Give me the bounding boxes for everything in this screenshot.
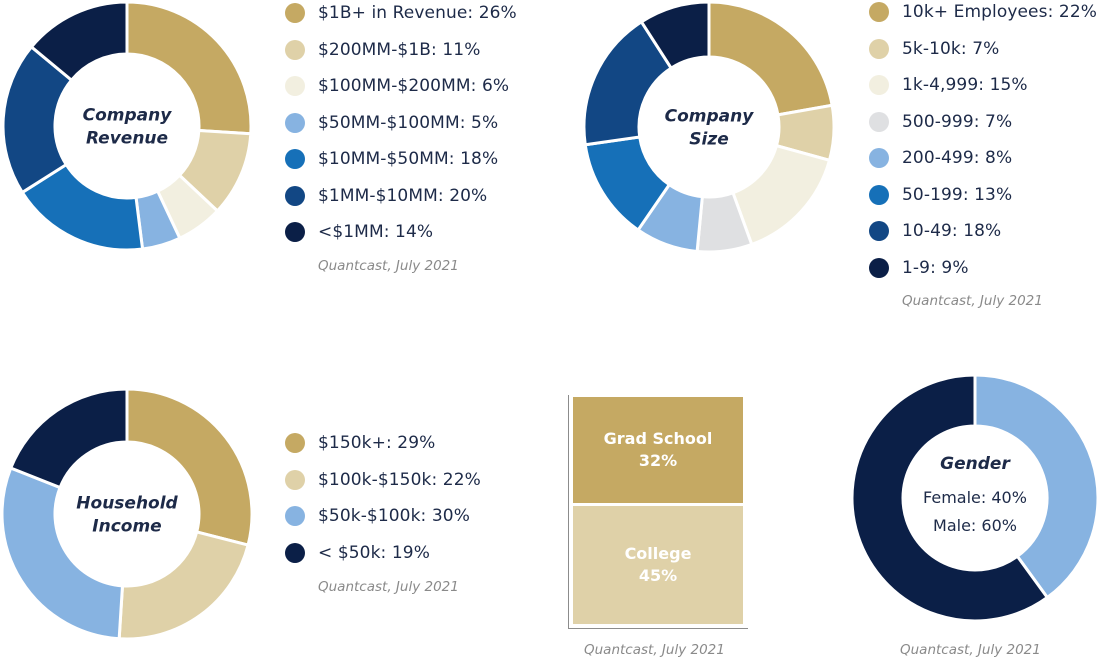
legend-item: $200MM-$1B: 11%	[285, 32, 517, 69]
education-bar-segment: College 45%	[573, 506, 743, 624]
legend-swatch	[869, 148, 889, 169]
legend-swatch	[285, 112, 305, 133]
legend-label: $50k-$100k: 30%	[318, 506, 470, 527]
legend-label: 500-999: 7%	[902, 111, 1013, 132]
household-income-donut: Household Income	[0, 387, 254, 641]
legend-swatch	[285, 3, 305, 24]
donut-center-title: Household	[76, 494, 178, 514]
household-income-source: Quantcast, July 2021	[318, 579, 459, 595]
legend-swatch	[869, 111, 889, 132]
education-segment-value: 32%	[638, 451, 678, 470]
legend-item: 5k-10k: 7%	[869, 31, 1097, 68]
legend-label: 5k-10k: 7%	[902, 38, 1000, 59]
education-segment-name: Grad School	[603, 429, 713, 448]
donut-center-title: Revenue	[86, 129, 168, 149]
legend-swatch	[285, 185, 305, 206]
company-revenue-donut: Company Revenue	[1, 0, 253, 252]
education-source: Quantcast, July 2021	[584, 642, 725, 658]
legend-swatch	[869, 2, 889, 23]
donut-center-title: Income	[92, 517, 161, 537]
household-income-slice-3	[8, 387, 129, 490]
legend-swatch	[869, 257, 889, 278]
legend-item: 1-9: 9%	[869, 250, 1097, 287]
donut-center-value: Male: 60%	[933, 516, 1017, 535]
donut-center-value: Female: 40%	[923, 488, 1027, 507]
legend-item: <$1MM: 14%	[285, 214, 517, 251]
donut-center-title: Size	[689, 130, 729, 150]
gender-slice-0	[973, 373, 1100, 600]
company-revenue-legend: $1B+ in Revenue: 26% $200MM-$1B: 11% $100M…	[285, 0, 517, 251]
legend-swatch	[869, 184, 889, 205]
legend-item: < $50k: 19%	[285, 535, 481, 572]
company-size-donut: Company Size	[582, 0, 836, 254]
legend-swatch	[285, 222, 305, 243]
company-revenue-slice-6	[29, 0, 129, 83]
legend-item: 10k+ Employees: 22%	[869, 0, 1097, 31]
legend-item: 1k-4,999: 15%	[869, 67, 1097, 104]
education-bar-segment: Grad School 32%	[573, 397, 743, 503]
company-size-source: Quantcast, July 2021	[902, 293, 1043, 309]
company-revenue-slice-0	[125, 0, 253, 136]
gender-source: Quantcast, July 2021	[900, 642, 1041, 658]
legend-swatch	[285, 506, 305, 527]
legend-swatch	[869, 221, 889, 242]
legend-item: $50k-$100k: 30%	[285, 498, 481, 535]
legend-item: $100MM-$200MM: 6%	[285, 68, 517, 105]
education-stacked-bar: Grad School 32% College 45%	[568, 395, 748, 630]
household-income-slice-0	[125, 387, 254, 547]
legend-swatch	[869, 38, 889, 59]
household-income-slice-2	[0, 466, 125, 641]
legend-label: 200-499: 8%	[902, 148, 1013, 169]
legend-swatch	[285, 76, 305, 97]
donut-center-title: Company	[665, 107, 755, 127]
donut-center-title: Company	[83, 106, 173, 126]
company-size-slice-7	[639, 0, 711, 71]
legend-swatch	[869, 75, 889, 96]
legend-item: 200-499: 8%	[869, 140, 1097, 177]
legend-label: $200MM-$1B: 11%	[318, 39, 481, 60]
education-y-axis-line	[568, 395, 569, 629]
legend-item: 10-49: 18%	[869, 213, 1097, 250]
legend-swatch	[285, 542, 305, 563]
legend-label: 1k-4,999: 15%	[902, 75, 1028, 96]
legend-item: 500-999: 7%	[869, 104, 1097, 141]
legend-label: $1MM-$10MM: 20%	[318, 185, 488, 206]
legend-label: $150k+: 29%	[318, 433, 436, 454]
legend-label: $10MM-$50MM: 18%	[318, 149, 499, 170]
legend-item: $100k-$150k: 22%	[285, 462, 481, 499]
gender-slice-1	[850, 373, 1050, 623]
legend-label: < $50k: 19%	[318, 542, 430, 563]
legend-label: 1-9: 9%	[902, 257, 969, 278]
legend-swatch	[285, 469, 305, 490]
education-segment-value: 45%	[638, 566, 678, 585]
legend-label: 10k+ Employees: 22%	[902, 2, 1097, 23]
legend-label: $50MM-$100MM: 5%	[318, 112, 499, 133]
legend-item: $150k+: 29%	[285, 425, 481, 462]
legend-label: $100k-$150k: 22%	[318, 469, 481, 490]
household-income-legend: $150k+: 29% $100k-$150k: 22% $50k-$100k: 3…	[285, 425, 481, 571]
education-x-axis-line	[568, 628, 748, 629]
legend-label: 10-49: 18%	[902, 221, 1002, 242]
legend-swatch	[285, 433, 305, 454]
legend-label: 50-199: 13%	[902, 184, 1013, 205]
company-size-legend: 10k+ Employees: 22% 5k-10k: 7% 1k-4,999: 1…	[869, 0, 1097, 286]
legend-item: $1B+ in Revenue: 26%	[285, 0, 517, 32]
legend-item: $10MM-$50MM: 18%	[285, 141, 517, 178]
legend-label: $100MM-$200MM: 6%	[318, 76, 510, 97]
company-revenue-source: Quantcast, July 2021	[318, 258, 459, 274]
legend-item: $50MM-$100MM: 5%	[285, 105, 517, 142]
legend-swatch	[285, 39, 305, 60]
legend-item: $1MM-$10MM: 20%	[285, 178, 517, 215]
education-segment-name: College	[624, 544, 692, 563]
legend-swatch	[285, 149, 305, 170]
donut-center-title: Gender	[940, 454, 1011, 474]
legend-label: <$1MM: 14%	[318, 222, 434, 243]
legend-label: $1B+ in Revenue: 26%	[318, 3, 517, 24]
legend-item: 50-199: 13%	[869, 177, 1097, 214]
